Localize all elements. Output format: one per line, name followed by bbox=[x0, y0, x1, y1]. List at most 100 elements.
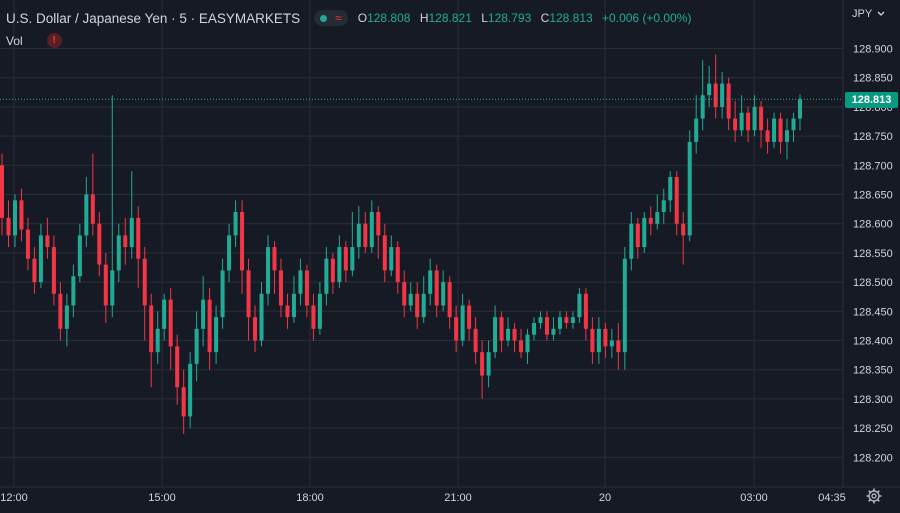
candle-body bbox=[473, 328, 478, 353]
candle bbox=[363, 212, 368, 253]
candle-body bbox=[84, 194, 89, 236]
candle bbox=[45, 217, 50, 259]
candle bbox=[486, 340, 491, 388]
currency-selector[interactable]: JPY bbox=[852, 8, 885, 20]
candle-body bbox=[343, 247, 348, 271]
candle bbox=[90, 153, 95, 236]
candle-body bbox=[389, 247, 394, 271]
candle bbox=[6, 200, 11, 248]
symbol-title[interactable]: U.S. Dollar / Japanese Yen · 5 · EASYMAR… bbox=[6, 10, 301, 26]
candle bbox=[791, 112, 796, 142]
candle-body bbox=[570, 317, 575, 323]
candle bbox=[278, 258, 283, 318]
candle-body bbox=[363, 223, 368, 248]
candle-body bbox=[746, 112, 751, 131]
warning-icon[interactable]: ! bbox=[46, 33, 62, 48]
candle-body bbox=[609, 340, 614, 347]
candle-body bbox=[246, 270, 251, 318]
candle-body bbox=[175, 346, 180, 388]
candle-body bbox=[622, 258, 627, 353]
price-tick-label: 128.700 bbox=[853, 160, 893, 172]
candle bbox=[661, 188, 666, 224]
candle bbox=[720, 71, 725, 119]
chevron-down-icon bbox=[877, 11, 885, 17]
candle-body bbox=[12, 200, 17, 236]
candle bbox=[441, 270, 446, 312]
candle bbox=[648, 206, 653, 236]
time-scale[interactable]: 12:00 15:00 18:00 21:00 20 03:00 04:35 bbox=[0, 492, 846, 504]
candle bbox=[713, 54, 718, 119]
candle bbox=[285, 293, 290, 329]
candle bbox=[155, 311, 160, 364]
candle bbox=[415, 282, 420, 329]
candle-body bbox=[110, 270, 115, 306]
candle bbox=[726, 77, 731, 131]
candle bbox=[51, 235, 56, 306]
candle-body bbox=[603, 328, 608, 347]
candle bbox=[759, 101, 764, 148]
candle-body bbox=[155, 328, 160, 353]
candle bbox=[765, 118, 770, 154]
candle bbox=[253, 305, 258, 353]
candle-body bbox=[265, 247, 271, 294]
candle-body bbox=[772, 118, 777, 142]
candle bbox=[629, 212, 634, 271]
candle-body bbox=[538, 317, 543, 323]
candle-body bbox=[460, 305, 465, 341]
chart-grid bbox=[0, 0, 843, 487]
candle-body bbox=[428, 270, 433, 294]
price-tick-label: 128.900 bbox=[853, 44, 893, 56]
candle bbox=[304, 264, 309, 318]
candle bbox=[389, 235, 394, 277]
candle bbox=[58, 282, 63, 341]
candle-body bbox=[785, 130, 790, 142]
volume-label[interactable]: Vol bbox=[6, 33, 23, 48]
candle-body bbox=[278, 270, 283, 306]
candle bbox=[162, 293, 167, 341]
candle bbox=[642, 212, 647, 253]
candle-body bbox=[188, 363, 193, 417]
candle bbox=[467, 299, 472, 341]
candle bbox=[733, 101, 738, 142]
candle-body bbox=[441, 282, 446, 306]
candle-body bbox=[635, 223, 640, 248]
candle-body bbox=[6, 217, 11, 236]
candle-body bbox=[369, 212, 374, 248]
candle-body bbox=[129, 217, 134, 248]
candle-body bbox=[253, 317, 258, 341]
price-tick-label: 128.500 bbox=[853, 277, 893, 289]
candle-body bbox=[207, 299, 212, 353]
candle-body bbox=[376, 212, 381, 236]
candle-body bbox=[402, 282, 407, 306]
candle bbox=[570, 311, 575, 329]
price-tick-label: 128.450 bbox=[853, 306, 893, 318]
gear-icon[interactable] bbox=[866, 488, 882, 504]
close-label: C bbox=[540, 11, 550, 25]
candle-body bbox=[661, 200, 666, 213]
candle bbox=[317, 282, 322, 335]
candle bbox=[635, 217, 640, 259]
candle-body bbox=[324, 258, 329, 294]
candle-body bbox=[421, 293, 426, 318]
candle-body bbox=[240, 212, 245, 271]
candle bbox=[129, 171, 134, 259]
time-tick-label: 12:00 bbox=[0, 492, 28, 504]
candle bbox=[622, 247, 627, 370]
candle-body bbox=[493, 317, 498, 353]
candle-body bbox=[415, 293, 420, 318]
legend-status-pill[interactable]: ≈ bbox=[314, 10, 348, 26]
ohlc-values: O128.808 H128.821 L128.793 C128.813 +0.0… bbox=[358, 11, 698, 25]
candle-body bbox=[233, 212, 238, 236]
candle-body bbox=[486, 352, 491, 376]
candle bbox=[603, 322, 608, 359]
candle bbox=[19, 188, 24, 242]
candle-body bbox=[317, 293, 322, 329]
candle bbox=[772, 112, 777, 148]
candle-body bbox=[525, 334, 530, 353]
candle-body bbox=[272, 247, 277, 271]
candle-body bbox=[759, 106, 764, 131]
candle bbox=[687, 130, 692, 242]
candle bbox=[583, 287, 588, 341]
